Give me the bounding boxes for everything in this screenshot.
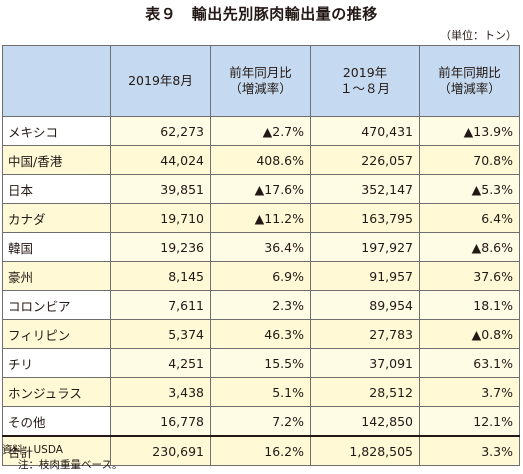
row-ytd: 37,091 — [310, 348, 420, 378]
row-ytd: 352,147 — [310, 174, 420, 204]
row-aug: 62,273 — [110, 116, 211, 146]
row-name: 韓国 — [2, 232, 111, 262]
table-row: 中国/香港 44,024 408.6% 226,057 70.8% — [2, 145, 520, 175]
row-ytd: 197,927 — [310, 232, 420, 262]
row-aug: 19,236 — [110, 232, 211, 262]
row-yoy-period: 37.6% — [419, 261, 520, 291]
row-aug: 7,611 — [110, 290, 211, 320]
total-aug: 230,691 — [110, 435, 211, 466]
total-yoy-month: 16.2% — [210, 435, 311, 466]
header-yoy-period: 前年同期比 （増減率） — [419, 45, 520, 117]
table-row: 韓国 19,236 36.4% 197,927 ▲8.6% — [2, 232, 520, 262]
row-yoy-month: 5.1% — [210, 377, 311, 407]
row-ytd: 89,954 — [310, 290, 420, 320]
row-yoy-month: 7.2% — [210, 406, 311, 437]
header-ytd-line1: 2019年 — [342, 65, 388, 80]
row-name: ホンジュラス — [2, 377, 111, 407]
header-yoy-period-line2: （増減率） — [438, 81, 501, 96]
row-name: メキシコ — [2, 116, 111, 146]
row-ytd: 91,957 — [310, 261, 420, 291]
row-yoy-period: 3.7% — [419, 377, 520, 407]
row-yoy-period: ▲13.9% — [419, 116, 520, 146]
row-aug: 4,251 — [110, 348, 211, 378]
row-aug: 44,024 — [110, 145, 211, 175]
row-ytd: 163,795 — [310, 203, 420, 233]
header-ytd-line2: １～８月 — [339, 81, 390, 96]
row-yoy-period: ▲8.6% — [419, 232, 520, 262]
header-yoy-month-line1: 前年同月比 — [229, 65, 292, 80]
row-yoy-period: 18.1% — [419, 290, 520, 320]
table-row: コロンビア 7,611 2.3% 89,954 18.1% — [2, 290, 520, 320]
row-ytd: 27,783 — [310, 319, 420, 349]
export-table: 2019年8月 前年同月比 （増減率） 2019年 １～８月 前年同期比 （増減… — [2, 45, 520, 466]
row-ytd: 142,850 — [310, 406, 420, 437]
row-yoy-period: 70.8% — [419, 145, 520, 175]
row-name: フィリピン — [2, 319, 111, 349]
row-yoy-month: 2.3% — [210, 290, 311, 320]
header-yoy-month: 前年同月比 （増減率） — [210, 45, 311, 117]
row-aug: 8,145 — [110, 261, 211, 291]
row-ytd: 28,512 — [310, 377, 420, 407]
row-name: その他 — [2, 406, 111, 437]
row-ytd: 226,057 — [310, 145, 420, 175]
row-yoy-month: ▲11.2% — [210, 203, 311, 233]
table-row: 日本 39,851 ▲17.6% 352,147 ▲5.3% — [2, 174, 520, 204]
header-corner — [2, 45, 111, 117]
row-name: 中国/香港 — [2, 145, 111, 175]
row-yoy-period: 63.1% — [419, 348, 520, 378]
table-row: チリ 4,251 15.5% 37,091 63.1% — [2, 348, 520, 378]
row-name: コロンビア — [2, 290, 111, 320]
row-yoy-month: ▲2.7% — [210, 116, 311, 146]
total-ytd: 1,828,505 — [310, 435, 420, 466]
total-row: 合計 230,691 16.2% 1,828,505 3.3% — [2, 435, 520, 466]
row-yoy-period: 6.4% — [419, 203, 520, 233]
row-aug: 39,851 — [110, 174, 211, 204]
row-yoy-period: ▲5.3% — [419, 174, 520, 204]
total-name: 合計 — [2, 435, 111, 466]
row-aug: 5,374 — [110, 319, 211, 349]
row-name: カナダ — [2, 203, 111, 233]
row-name: 日本 — [2, 174, 111, 204]
weight-note: 注：枝肉重量ベース。 — [18, 459, 123, 471]
row-aug: 19,710 — [110, 203, 211, 233]
row-yoy-period: 12.1% — [419, 406, 520, 437]
header-ytd: 2019年 １～８月 — [310, 45, 420, 117]
row-ytd: 470,431 — [310, 116, 420, 146]
unit-label: （単位：トン） — [440, 29, 517, 42]
table-row: 豪州 8,145 6.9% 91,957 37.6% — [2, 261, 520, 291]
row-aug: 16,778 — [110, 406, 211, 437]
table-row: ホンジュラス 3,438 5.1% 28,512 3.7% — [2, 377, 520, 407]
table-row: フィリピン 5,374 46.3% 27,783 ▲0.8% — [2, 319, 520, 349]
source-note: 資料：USDA — [2, 444, 63, 456]
table-row: メキシコ 62,273 ▲2.7% 470,431 ▲13.9% — [2, 116, 520, 146]
table-row: その他 16,778 7.2% 142,850 12.1% — [2, 406, 520, 437]
row-aug: 3,438 — [110, 377, 211, 407]
total-yoy-period: 3.3% — [419, 435, 520, 466]
row-name: 豪州 — [2, 261, 111, 291]
row-yoy-month: ▲17.6% — [210, 174, 311, 204]
row-yoy-month: 6.9% — [210, 261, 311, 291]
header-yoy-month-line2: （増減率） — [229, 81, 292, 96]
header-aug: 2019年8月 — [110, 45, 211, 117]
row-yoy-month: 408.6% — [210, 145, 311, 175]
table-title: 表９ 輸出先別豚肉輸出量の推移 — [145, 5, 378, 23]
row-name: チリ — [2, 348, 111, 378]
row-yoy-period: ▲0.8% — [419, 319, 520, 349]
row-yoy-month: 46.3% — [210, 319, 311, 349]
header-yoy-period-line1: 前年同期比 — [438, 65, 501, 80]
row-yoy-month: 36.4% — [210, 232, 311, 262]
table-row: カナダ 19,710 ▲11.2% 163,795 6.4% — [2, 203, 520, 233]
row-yoy-month: 15.5% — [210, 348, 311, 378]
footnotes: 資料：USDA 注：枝肉重量ベース。 — [2, 443, 122, 473]
header-row: 2019年8月 前年同月比 （増減率） 2019年 １～８月 前年同期比 （増減… — [2, 45, 520, 117]
